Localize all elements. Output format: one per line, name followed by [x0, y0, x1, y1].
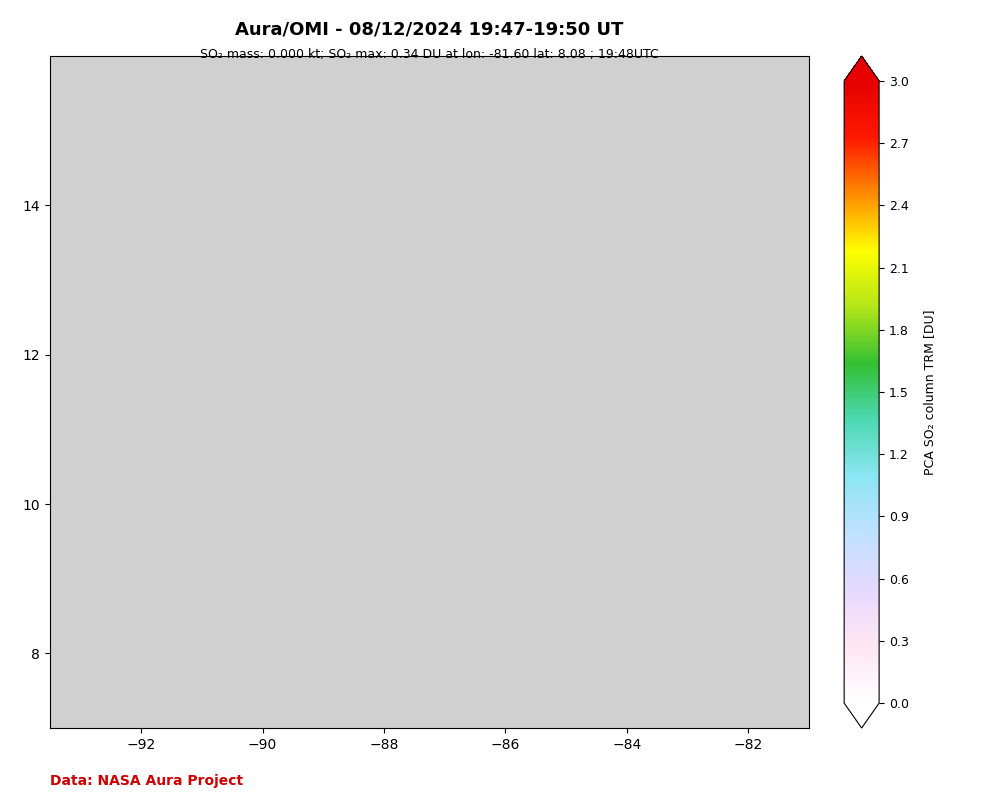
- PathPatch shape: [844, 703, 879, 728]
- Text: SO₂ mass: 0.000 kt; SO₂ max: 0.34 DU at lon: -81.60 lat: 8.08 ; 19:48UTC: SO₂ mass: 0.000 kt; SO₂ max: 0.34 DU at …: [200, 48, 659, 61]
- Y-axis label: PCA SO₂ column TRM [DU]: PCA SO₂ column TRM [DU]: [923, 310, 936, 474]
- Text: Data: NASA Aura Project: Data: NASA Aura Project: [50, 774, 243, 788]
- Text: Aura/OMI - 08/12/2024 19:47-19:50 UT: Aura/OMI - 08/12/2024 19:47-19:50 UT: [236, 20, 623, 38]
- PathPatch shape: [844, 56, 879, 81]
